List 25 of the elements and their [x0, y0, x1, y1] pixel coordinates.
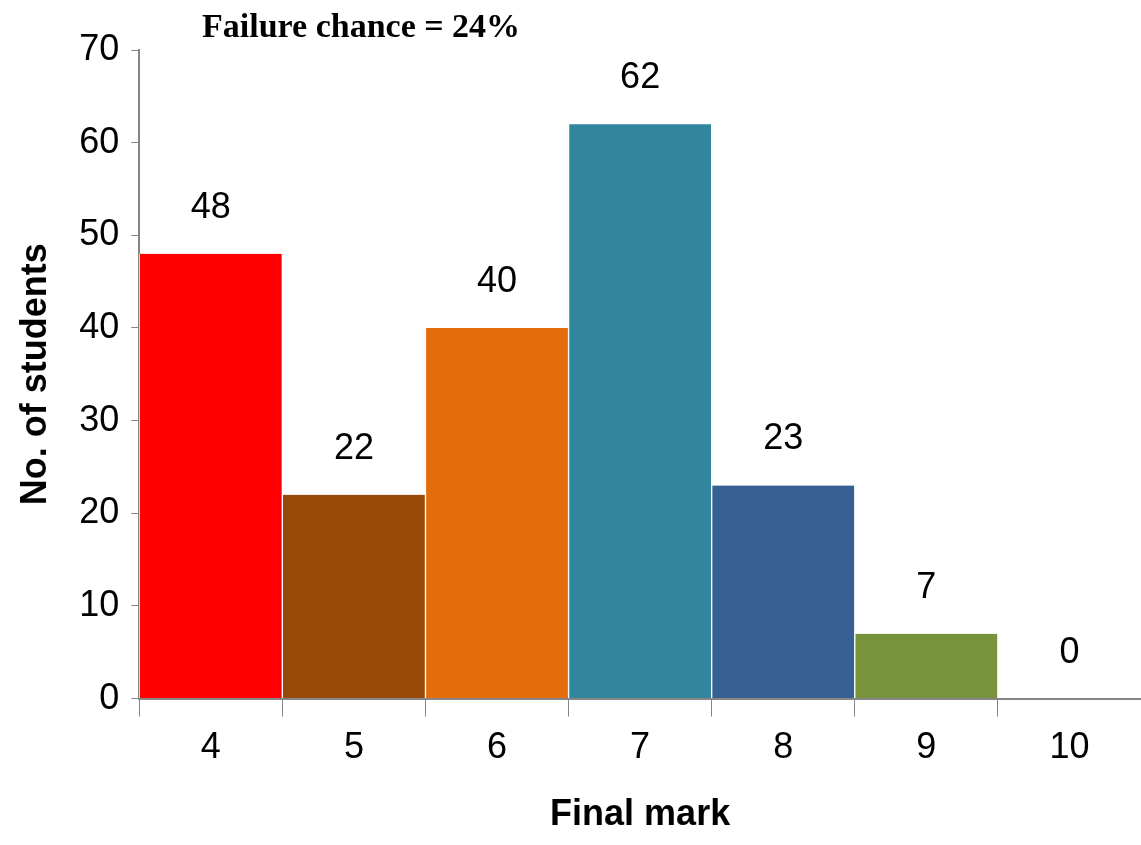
- data-label: 0: [1059, 629, 1080, 671]
- x-tick-label: 5: [343, 725, 364, 767]
- y-tick-label: 10: [79, 582, 120, 624]
- x-tick-label: 4: [200, 725, 221, 767]
- y-tick-label: 60: [79, 119, 120, 161]
- y-tick-label: 70: [79, 26, 120, 68]
- x-tick-label: 10: [1049, 725, 1090, 767]
- data-label: 40: [476, 258, 518, 300]
- y-tick-label: 50: [79, 212, 120, 254]
- y-tick-label: 20: [79, 490, 120, 532]
- data-label: 48: [190, 184, 231, 226]
- x-tick-label: 9: [916, 725, 937, 767]
- x-tick-label: 7: [630, 725, 651, 767]
- y-tick-label: 30: [79, 397, 120, 439]
- y-tick-label: 40: [79, 304, 120, 346]
- data-label: 23: [763, 416, 804, 458]
- data-label: 22: [333, 425, 374, 467]
- chart-title: Failure chance = 24%: [202, 6, 521, 44]
- x-axis-title: Final mark: [550, 792, 732, 834]
- y-axis-title: No. of students: [12, 243, 54, 506]
- x-tick-label: 8: [773, 725, 794, 767]
- x-tick-label: 6: [487, 725, 508, 767]
- y-tick-label: 0: [99, 675, 120, 717]
- data-label: 7: [916, 564, 937, 606]
- data-label: 62: [620, 55, 661, 97]
